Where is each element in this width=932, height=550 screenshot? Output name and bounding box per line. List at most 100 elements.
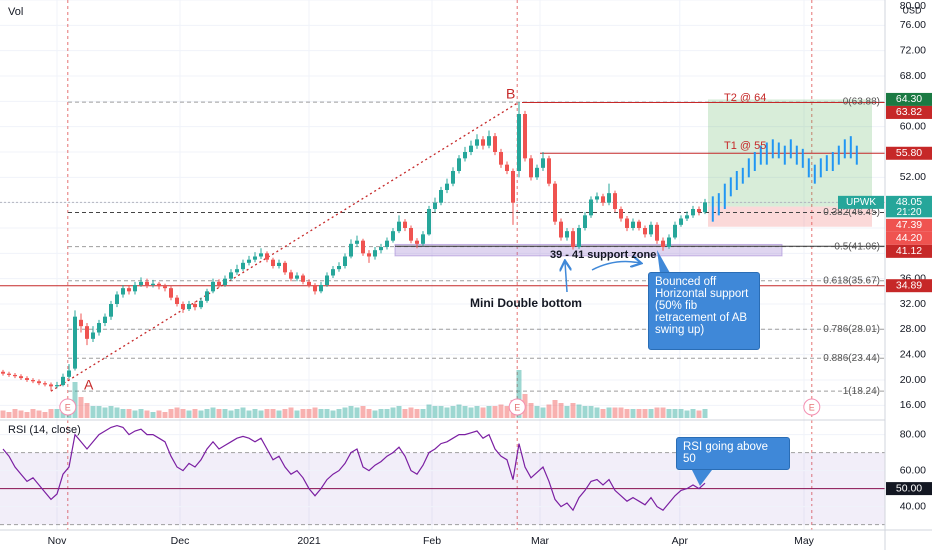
candle-body <box>73 316 77 369</box>
rsi-level-tag <box>886 482 932 496</box>
candle-body <box>673 224 677 238</box>
candle-body <box>613 193 617 209</box>
volume-bar <box>324 409 330 418</box>
volume-bar <box>570 403 576 418</box>
price-tag <box>886 279 932 293</box>
volume-bar <box>294 410 300 418</box>
x-tick-label: 2021 <box>297 535 321 547</box>
volume-bar <box>54 409 60 418</box>
trend-line <box>50 101 520 392</box>
volume-bar <box>576 404 582 418</box>
arrow <box>591 262 640 271</box>
candle-body <box>625 218 629 228</box>
candle-body <box>601 196 605 203</box>
price-tag-label: 41.12 <box>896 245 922 257</box>
candle-body <box>217 281 221 285</box>
candle-body <box>181 304 185 310</box>
target-1: T1 @ 55 <box>724 140 766 152</box>
volume-bar <box>642 409 648 418</box>
volume-bar <box>270 409 276 418</box>
volume-bar <box>186 410 192 418</box>
candle-body <box>409 228 413 241</box>
volume-bar <box>498 404 504 418</box>
volume-bar <box>228 410 234 418</box>
rsi-tick-label: 40.00 <box>900 500 926 512</box>
y-tick-label: 16.00 <box>900 399 926 411</box>
volume-bar <box>456 404 462 418</box>
candle-body <box>187 304 191 310</box>
volume-bar <box>468 407 474 418</box>
y-tick-label: 80.00 <box>900 0 926 12</box>
volume-bar <box>696 410 702 418</box>
candle-body <box>199 300 203 308</box>
volume-title: Vol <box>8 6 23 18</box>
volume-bar <box>48 409 54 418</box>
volume-bar <box>348 406 354 418</box>
volume-bar <box>0 410 6 418</box>
candle-body <box>115 294 119 304</box>
volume-bar <box>402 409 408 418</box>
volume-bar <box>276 410 282 418</box>
volume-bar <box>78 397 84 418</box>
candle-body <box>37 381 41 384</box>
candle-body <box>85 326 89 339</box>
rsi-title: RSI (14, close) <box>8 424 81 436</box>
volume-bar <box>600 409 606 418</box>
candle-body <box>367 253 371 257</box>
candle-body <box>373 250 377 257</box>
candle-body <box>337 266 341 270</box>
candle-body <box>259 253 263 257</box>
volume-bar <box>702 409 708 418</box>
support-zone <box>394 243 783 257</box>
candle-body <box>133 285 137 292</box>
candle-body <box>271 259 275 266</box>
volume-bar <box>624 409 630 418</box>
candle-body <box>511 171 515 203</box>
volume-bar <box>216 409 222 418</box>
symbol-label: UPWK <box>846 197 876 208</box>
candle-body <box>43 383 47 385</box>
candle-body <box>421 234 425 244</box>
volume-bar <box>300 409 306 418</box>
x-tick-label: Apr <box>672 535 689 547</box>
candle-body <box>607 193 611 203</box>
volume-bar <box>618 407 624 418</box>
volume-bar <box>246 410 252 418</box>
candle-body <box>445 183 449 190</box>
candle-body <box>679 218 683 225</box>
candle-body <box>25 378 29 380</box>
candle-body <box>517 114 521 171</box>
candle-body <box>505 164 509 171</box>
volume-bar <box>354 407 360 418</box>
price-tag-label: 47.39 <box>896 219 922 231</box>
earnings-marker <box>59 398 77 416</box>
volume-bar <box>432 406 438 418</box>
price-tag-label: 63.82 <box>896 106 922 118</box>
candle-body <box>427 209 431 235</box>
candle-body <box>55 385 59 387</box>
earnings-label: E <box>65 402 71 412</box>
fib-label: 0.382(46.45) <box>823 207 880 218</box>
volume-bar <box>528 403 534 418</box>
price-tag <box>886 105 932 119</box>
candle-body <box>205 291 209 301</box>
arrow <box>565 262 567 293</box>
volume-bar <box>534 406 540 418</box>
price-tag-label: 55.80 <box>896 147 922 159</box>
candle-body <box>151 283 155 285</box>
volume-bar <box>312 407 318 418</box>
candle-body <box>175 297 179 304</box>
candle-body <box>439 190 443 203</box>
volume-bar <box>198 410 204 418</box>
volume-bar <box>138 409 144 418</box>
y-tick-label: 68.00 <box>900 70 926 82</box>
volume-bar <box>156 410 162 418</box>
candle-body <box>463 152 467 159</box>
candle-body <box>661 240 665 247</box>
candle-body <box>565 231 569 238</box>
candle-body <box>595 196 599 200</box>
candle-body <box>655 224 659 241</box>
volume-bar <box>636 409 642 418</box>
volume-bar <box>210 407 216 418</box>
volume-bar <box>144 410 150 418</box>
